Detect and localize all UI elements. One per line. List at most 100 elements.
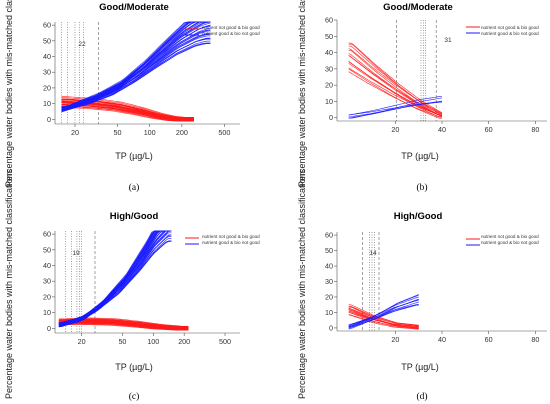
panel-c-annotation: 19 xyxy=(72,250,80,257)
panel-d-series-0-line xyxy=(348,304,419,326)
panel-a-series-1-line xyxy=(61,21,211,109)
panel-d-series-1-line xyxy=(348,294,419,327)
panel-c-series-1-line xyxy=(58,230,172,324)
panel-a-ytick-label: 30 xyxy=(43,68,51,77)
panel-d-xtick-label: 20 xyxy=(391,335,399,344)
panel-a-series-1-line xyxy=(61,21,211,110)
panel-a-xtick-label: 500 xyxy=(218,128,230,137)
panel-d-ytick-label: 50 xyxy=(325,246,333,255)
panel-a-title: Good/Moderate xyxy=(99,2,169,13)
panel-a-xtick-label: 100 xyxy=(144,128,156,137)
panel-c-xlabel: TP (µg/L) xyxy=(115,362,153,372)
panel-a-xlabel: TP (µg/L) xyxy=(115,151,153,161)
panel-b-ytick-label: 50 xyxy=(325,32,333,41)
panel-a-legend-blue: nutrient good & bio not good xyxy=(202,31,260,36)
panel-b-title: Good/Moderate xyxy=(383,2,453,13)
panel-d-series-0 xyxy=(348,304,419,330)
panel-c-ytick-label: 60 xyxy=(43,230,51,239)
panel-b-ytick-label: 10 xyxy=(325,97,333,106)
panel-c-series-1-line xyxy=(58,230,172,327)
panel-c-label: (c) xyxy=(129,391,140,402)
panel-c-series-1 xyxy=(58,230,172,328)
panel-a-xtick-label: 200 xyxy=(176,128,188,137)
panel-d-series-0-line xyxy=(348,314,419,330)
panel-b: Good/Moderate Percentage water bodies wi… xyxy=(297,0,547,193)
panel-a-series-1-line xyxy=(61,33,211,113)
panel-c-legend xyxy=(185,237,199,245)
panel-a-label: (a) xyxy=(129,182,140,193)
panel-d-series-0-line xyxy=(348,305,419,327)
panel-d-series-1-line xyxy=(348,301,419,329)
panel-c-title: High/Good xyxy=(110,211,159,222)
panel-a-series-1-line xyxy=(61,21,211,107)
panel-b-series-0-line xyxy=(348,61,443,119)
panel-b-xtick-label: 20 xyxy=(391,125,399,134)
panel-c-legend-red: nutrient not good & bio good xyxy=(202,234,260,239)
panel-a-axes: 0 10 20 30 40 50 60 20 50 100 200 500 xyxy=(43,21,240,137)
panel-c-ytick-label: 10 xyxy=(43,308,51,317)
panel-c-ytick-label: 30 xyxy=(43,277,51,286)
panel-b-ytick-label: 40 xyxy=(325,48,333,57)
panel-d-ytick-label: 10 xyxy=(325,308,333,317)
panel-b-series-0-line xyxy=(348,67,442,116)
panel-c-ytick-label: 40 xyxy=(43,261,51,270)
panel-c-series-1-line xyxy=(58,230,172,327)
panel-d-title: High/Good xyxy=(394,211,443,222)
panel-b-xtick-label: 60 xyxy=(485,125,493,134)
panel-b-series-1-line xyxy=(348,97,443,119)
panel-d-legend-red: nutrient not good & bio good xyxy=(481,234,539,239)
panel-c-ytick-label: 50 xyxy=(43,245,51,254)
panel-a-ytick-label: 0 xyxy=(47,115,51,124)
panel-c-xtick-label: 50 xyxy=(118,337,126,346)
panel-b-ytick-label: 0 xyxy=(329,113,333,122)
panel-b-series-0-line xyxy=(348,53,443,117)
panel-d-xtick-label: 80 xyxy=(531,335,539,344)
panel-a-series-1-line xyxy=(61,24,211,113)
panel-b-legend-red: nutrient not good & bio good xyxy=(481,25,539,30)
panel-b-axes: 0 10 20 30 40 50 60 20 40 60 80 xyxy=(325,16,547,134)
panel-a-ytick-label: 60 xyxy=(43,21,51,30)
panel-b-series-0-line xyxy=(348,71,442,117)
panel-a-ytick-label: 50 xyxy=(43,36,51,45)
panel-b-legend-blue: nutrient good & bio not good xyxy=(481,31,539,36)
panel-a-series-1-line xyxy=(61,37,211,113)
panel-a-series-1-line xyxy=(61,21,211,110)
panel-b-xlabel: TP (µg/L) xyxy=(401,151,439,161)
panel-a-legend xyxy=(185,28,199,36)
panel-d-xlabel: TP (µg/L) xyxy=(401,362,439,372)
panel-b-series-0-line xyxy=(348,68,442,119)
panel-b-series-1 xyxy=(348,95,443,119)
panel-b-ytick-label: 20 xyxy=(325,81,333,90)
panel-b-ytick-label: 30 xyxy=(325,64,333,73)
panel-c-series-0-line xyxy=(58,321,189,331)
panel-d-xtick-label: 60 xyxy=(485,335,493,344)
panel-d-ytick-label: 30 xyxy=(325,277,333,286)
panel-c-series-0-line xyxy=(58,322,189,331)
panel-b-series-0-line xyxy=(348,45,443,115)
panel-d-ylabel: Percentage water bodies with mis-matched… xyxy=(297,168,307,399)
panel-c-ylabel: Percentage water bodies with mis-matched… xyxy=(4,168,14,399)
panel-c-xtick-label: 100 xyxy=(147,337,159,346)
panel-d-label: (d) xyxy=(416,391,427,402)
panel-d-ytick-label: 60 xyxy=(325,231,333,240)
panel-c: High/Good Percentage water bodies with m… xyxy=(4,168,260,402)
panel-b-series-1-line xyxy=(348,95,443,116)
panel-c-series-1-line xyxy=(58,230,172,326)
panel-b-series-0-line xyxy=(348,49,443,117)
panel-d: High/Good Percentage water bodies with m… xyxy=(297,168,547,402)
panel-a-ytick-label: 20 xyxy=(43,83,51,92)
panel-b-annotation: 31 xyxy=(444,37,452,44)
panel-c-vlines xyxy=(65,231,96,333)
panel-b-series-0-line xyxy=(348,43,443,116)
panel-c-ytick-label: 20 xyxy=(43,292,51,301)
panel-c-axes: 0 10 20 30 40 50 60 20 50 100 200 500 xyxy=(43,230,240,346)
panel-d-series-0-line xyxy=(348,306,419,329)
panel-b-ytick-label: 60 xyxy=(325,16,333,25)
panel-b-series-0-line xyxy=(348,55,443,118)
panel-c-series-1-line xyxy=(58,230,172,325)
panel-d-ytick-label: 20 xyxy=(325,292,333,301)
panel-a-ytick-label: 10 xyxy=(43,99,51,108)
panel-c-series-1-line xyxy=(58,234,172,328)
panel-b-xtick-label: 40 xyxy=(438,125,446,134)
